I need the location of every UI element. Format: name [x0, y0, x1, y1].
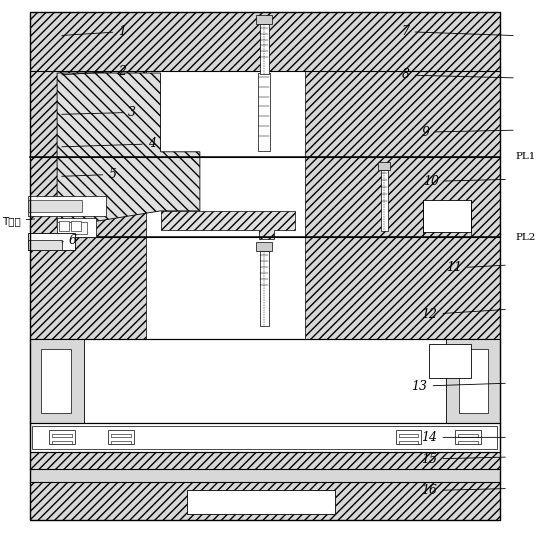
Bar: [30, 12, 500, 71]
Text: 6: 6: [62, 234, 77, 247]
Text: PL1: PL1: [516, 152, 536, 161]
Bar: [59, 221, 69, 231]
Bar: [27, 196, 107, 216]
Bar: [458, 441, 478, 444]
Bar: [111, 441, 131, 444]
Text: 16: 16: [421, 484, 505, 497]
Text: 2: 2: [62, 65, 126, 77]
Text: 9: 9: [421, 125, 513, 139]
Bar: [381, 169, 388, 231]
Bar: [458, 434, 478, 437]
Text: 4: 4: [62, 137, 155, 151]
Text: 5: 5: [62, 168, 116, 181]
Bar: [399, 434, 419, 437]
Polygon shape: [57, 73, 200, 227]
Bar: [399, 441, 419, 444]
Bar: [27, 200, 82, 212]
Bar: [256, 242, 272, 251]
Text: T型槽: T型槽: [2, 216, 34, 226]
Bar: [30, 469, 500, 482]
Bar: [57, 218, 96, 238]
Text: 13: 13: [412, 380, 505, 392]
Bar: [252, 71, 275, 147]
Bar: [57, 222, 87, 233]
Bar: [30, 339, 500, 422]
Bar: [423, 200, 471, 232]
Bar: [146, 71, 305, 156]
Bar: [30, 156, 500, 238]
Bar: [455, 430, 480, 444]
Bar: [41, 349, 71, 413]
Bar: [32, 426, 497, 449]
Bar: [52, 441, 72, 444]
Bar: [27, 240, 62, 250]
Bar: [49, 430, 75, 444]
Bar: [260, 251, 269, 326]
Bar: [260, 24, 269, 74]
Bar: [258, 73, 270, 151]
Bar: [52, 434, 72, 437]
Text: 12: 12: [421, 308, 505, 321]
Bar: [111, 434, 131, 437]
Text: 14: 14: [421, 431, 505, 444]
Text: PL2: PL2: [516, 233, 536, 242]
Bar: [146, 156, 305, 238]
Text: 15: 15: [421, 452, 505, 466]
Polygon shape: [160, 211, 295, 239]
Bar: [108, 430, 134, 444]
Bar: [146, 238, 305, 339]
Bar: [30, 339, 84, 422]
Bar: [378, 162, 390, 169]
Bar: [396, 430, 421, 444]
Text: 10: 10: [423, 175, 505, 188]
Bar: [30, 238, 500, 339]
Bar: [30, 71, 500, 156]
Text: 3: 3: [62, 106, 136, 119]
Bar: [446, 339, 500, 422]
Bar: [27, 232, 75, 250]
Bar: [71, 221, 81, 231]
Bar: [429, 344, 471, 378]
Bar: [256, 15, 272, 24]
Bar: [30, 12, 500, 520]
Bar: [187, 490, 335, 514]
Bar: [30, 452, 500, 469]
Text: 1: 1: [62, 25, 126, 38]
Bar: [30, 482, 500, 520]
Bar: [459, 349, 489, 413]
Bar: [30, 422, 500, 452]
Text: 7: 7: [402, 25, 513, 38]
Text: 11: 11: [446, 262, 505, 274]
Text: 8: 8: [402, 68, 513, 82]
